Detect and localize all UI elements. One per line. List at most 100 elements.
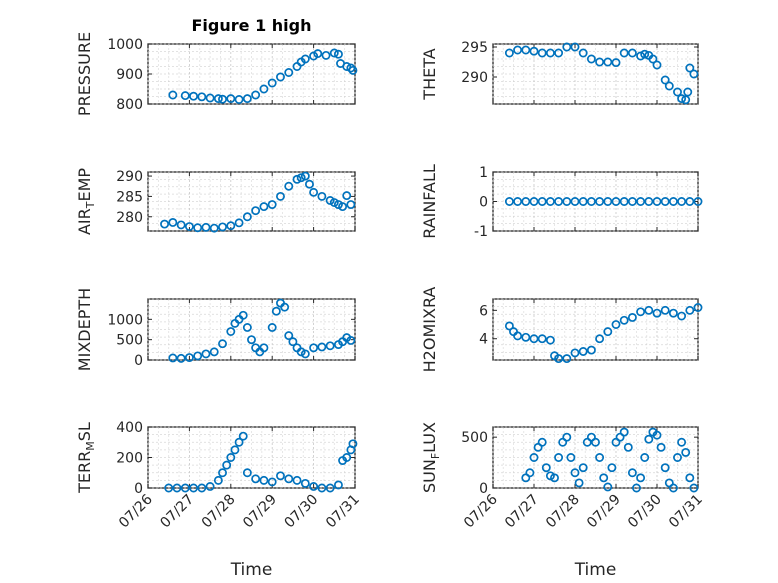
data-point xyxy=(164,483,174,493)
y-tick-label: 1 xyxy=(479,165,488,181)
data-point xyxy=(226,221,236,231)
data-markers xyxy=(521,427,699,493)
data-point xyxy=(648,54,658,64)
data-point xyxy=(321,50,331,60)
data-point xyxy=(329,48,339,58)
data-point xyxy=(668,483,678,493)
data-point xyxy=(259,343,269,353)
data-point xyxy=(309,482,319,491)
data-markers xyxy=(504,197,703,206)
x-axis-label: Time xyxy=(230,560,273,580)
data-point xyxy=(172,483,182,493)
data-point xyxy=(607,463,617,473)
data-point xyxy=(342,191,352,201)
data-point xyxy=(603,327,613,337)
subplot-rainfall: -1 0 1 RAINFALL xyxy=(420,164,703,240)
x-tick-label: 07/29 xyxy=(584,492,624,532)
data-point xyxy=(677,437,687,447)
data-point xyxy=(537,197,547,206)
data-point xyxy=(317,483,327,493)
data-point xyxy=(504,321,514,331)
data-point xyxy=(529,334,539,344)
data-point xyxy=(160,219,170,229)
y-axis-label: H2OMIXRA xyxy=(420,287,439,373)
data-point xyxy=(685,63,695,73)
data-point xyxy=(226,327,236,336)
data-point xyxy=(168,90,178,100)
data-point xyxy=(545,48,555,58)
data-point xyxy=(685,473,695,483)
y-tick-label: 400 xyxy=(116,420,143,436)
data-point xyxy=(234,95,244,104)
data-point xyxy=(591,437,600,447)
data-point xyxy=(346,63,356,73)
data-point xyxy=(550,473,559,483)
data-point xyxy=(284,68,294,77)
x-tick-label: 07/27 xyxy=(157,492,197,532)
data-point xyxy=(309,343,319,353)
data-point xyxy=(333,480,343,490)
data-point xyxy=(685,197,695,206)
data-point xyxy=(333,49,343,59)
data-point xyxy=(570,42,580,52)
y-tick-label: 0 xyxy=(479,481,488,497)
data-point xyxy=(242,212,252,222)
data-point xyxy=(652,308,662,318)
data-point xyxy=(205,482,215,491)
data-point xyxy=(685,305,695,315)
data-point xyxy=(242,468,252,478)
data-point xyxy=(664,81,674,91)
y-tick-label: -1 xyxy=(474,224,488,240)
y-tick-label: 280 xyxy=(116,210,143,226)
data-point xyxy=(652,197,662,206)
data-point xyxy=(504,48,514,58)
data-point xyxy=(554,354,564,364)
data-point xyxy=(562,42,572,52)
data-point xyxy=(346,336,356,345)
data-markers xyxy=(504,303,703,364)
data-point xyxy=(652,430,662,440)
data-point xyxy=(251,90,261,100)
data-point xyxy=(668,197,678,206)
data-point xyxy=(218,468,227,478)
data-point xyxy=(197,483,207,493)
data-point xyxy=(234,218,244,228)
data-point xyxy=(611,197,621,206)
data-point xyxy=(554,48,564,58)
data-point xyxy=(681,447,691,457)
grid-lines xyxy=(492,43,699,105)
data-point xyxy=(660,463,670,473)
data-point xyxy=(348,439,358,449)
data-point xyxy=(176,353,186,363)
y-axis-label: SUNFLUX xyxy=(420,422,442,493)
y-axis-label: TERRMSL xyxy=(75,422,97,494)
y-tick-label: 285 xyxy=(116,189,143,205)
data-point xyxy=(247,335,256,345)
data-point xyxy=(619,315,629,325)
data-point xyxy=(578,347,588,356)
data-point xyxy=(238,310,248,320)
data-point xyxy=(578,48,588,58)
y-axis-label: THETA xyxy=(420,48,439,100)
data-point xyxy=(513,331,523,341)
x-axis-label: Time xyxy=(574,560,617,580)
y-tick-label: 1000 xyxy=(107,312,143,328)
y-axis-label: AIRTEMP xyxy=(75,168,97,235)
data-point xyxy=(660,197,670,206)
data-point xyxy=(284,474,294,484)
data-point xyxy=(611,58,621,68)
data-point xyxy=(566,453,576,462)
y-tick-label: 500 xyxy=(461,430,488,446)
data-point xyxy=(226,94,236,104)
data-point xyxy=(562,197,572,206)
x-tick-label: 07/27 xyxy=(502,492,542,532)
data-markers xyxy=(504,42,699,105)
data-markers xyxy=(160,171,356,233)
data-point xyxy=(636,307,646,317)
data-point xyxy=(677,197,687,206)
data-point xyxy=(537,48,547,58)
x-tick-label: 07/31 xyxy=(666,492,706,532)
data-point xyxy=(627,197,637,206)
data-point xyxy=(259,475,269,485)
